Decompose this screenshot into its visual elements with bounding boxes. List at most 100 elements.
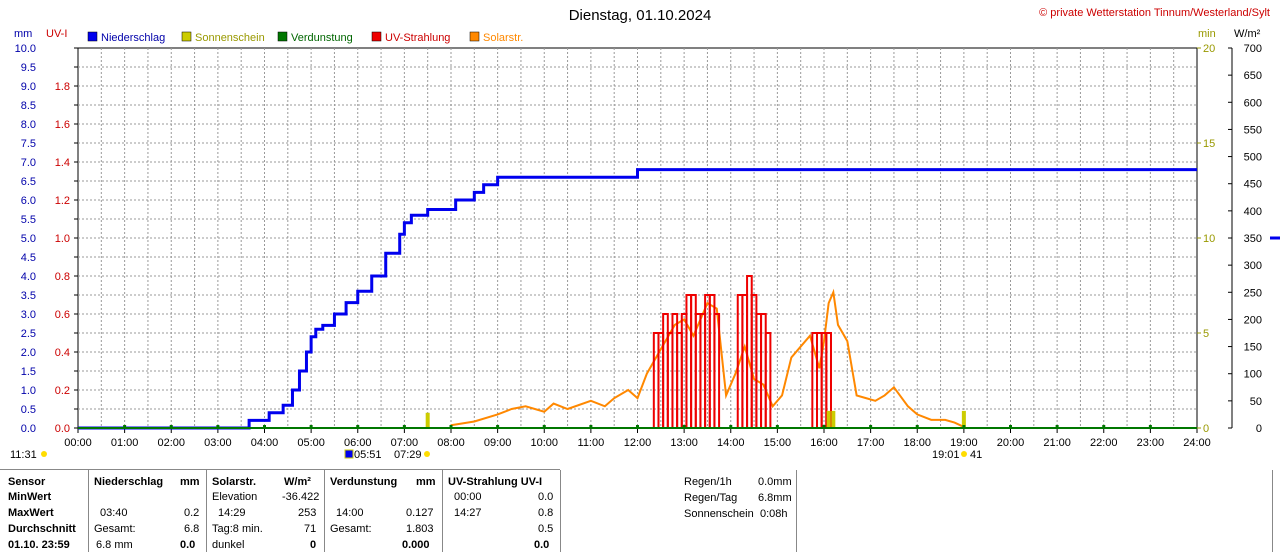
mm-tick-label: 5.0 — [21, 233, 36, 245]
verdunstung-head: Verdunstung — [330, 476, 398, 488]
wm2-tick-label: 0 — [1256, 423, 1262, 435]
wm2-tick-label: 600 — [1244, 97, 1262, 109]
verdunstung-marker — [1009, 425, 1012, 428]
ns-now-label: 6.8 mm — [96, 539, 133, 551]
solar-unit: W/m² — [284, 476, 311, 488]
uv-max-time: 14:27 — [454, 507, 482, 519]
legend-label: Verdunstung — [291, 32, 353, 44]
ns-sum-label: Gesamt: — [94, 523, 136, 535]
mm-tick-label: 5.5 — [21, 214, 36, 226]
uv-tick-label: 1.6 — [55, 119, 70, 131]
solar-max-time: 14:29 — [218, 507, 246, 519]
min-tick-label: 20 — [1203, 43, 1215, 55]
rain-icon — [344, 449, 354, 459]
uv-now-val: 0.0 — [534, 539, 550, 551]
mm-tick-label: 7.5 — [21, 138, 36, 150]
verdunstung-marker — [309, 425, 313, 428]
mm-tick-label: 0.5 — [21, 404, 36, 416]
uv-tick-label: 0.8 — [55, 271, 70, 283]
series-niederschlag — [78, 168, 1197, 430]
verdunstung-marker — [869, 425, 873, 428]
table-divider — [324, 470, 325, 552]
legend-swatch — [371, 31, 382, 42]
annotation: 19:01 — [932, 449, 960, 461]
mm-tick-label: 9.0 — [21, 81, 36, 93]
ns-sum-val: 6.8 — [184, 523, 200, 535]
verdunstung-marker — [729, 425, 733, 428]
x-tick-label: 07:00 — [391, 437, 419, 449]
verdunstung-marker — [1148, 425, 1152, 428]
ns-max-time: 03:40 — [100, 507, 128, 519]
uv-max-val: 0.8 — [538, 507, 554, 519]
mm-tick-label: 8.0 — [21, 119, 36, 131]
mm-tick-label: 2.5 — [21, 328, 36, 340]
uv-tick-label: 0.4 — [55, 347, 70, 359]
side-regentag-val: 6.8mm — [758, 492, 792, 504]
verdunstung-marker — [1055, 425, 1059, 428]
side-sonne-label: Sonnenschein — [684, 508, 754, 520]
mm-tick-label: 0.0 — [21, 423, 36, 435]
verdunstung-marker — [356, 425, 360, 428]
mm-tick-label: 8.5 — [21, 100, 36, 112]
table-divider — [442, 470, 443, 552]
wm2-tick-label: 500 — [1244, 152, 1262, 164]
uv-tick-label: 1.4 — [55, 157, 70, 169]
sensor-head: Sensor — [8, 476, 46, 488]
solar-now-val: 0 — [310, 539, 317, 551]
vd-max-time: 14:00 — [336, 507, 364, 519]
side-regen1h-val: 0.0mm — [758, 476, 792, 488]
mm-tick-label: 3.0 — [21, 309, 36, 321]
sun-icon — [424, 451, 430, 457]
mm-tick-label: 10.0 — [15, 43, 36, 55]
x-tick-label: 06:00 — [344, 437, 372, 449]
verdunstung-marker — [216, 425, 220, 428]
uv-head: UV-Strahlung UV-I — [448, 476, 543, 488]
uv-avg-val: 0.5 — [538, 523, 554, 535]
legend-label: UV-Strahlung — [385, 32, 450, 44]
wm2-axis-label: W/m² — [1234, 28, 1261, 40]
ns-now-val: 0.0 — [180, 539, 196, 551]
verdunstung-marker — [962, 425, 966, 428]
mm-tick-label: 1.0 — [21, 385, 36, 397]
x-tick-label: 24:00 — [1183, 437, 1211, 449]
vd-max-val: 0.127 — [406, 507, 434, 519]
verdunstung-marker — [1102, 425, 1106, 428]
legend-label: Solarstr. — [483, 32, 523, 44]
solar-min-label: Elevation — [212, 491, 258, 503]
legend-swatch — [277, 31, 288, 42]
solar-head: Solarstr. — [212, 476, 257, 488]
x-tick-label: 14:00 — [717, 437, 745, 449]
side-sonne-val: 0:08h — [760, 508, 788, 520]
row-label-avg: Durchschnitt — [8, 523, 76, 535]
chart-labels: 0.0 0.5 1.0 1.5 2.0 2.5 3.0 3.5 4.0 4.5 5.0 5.5 6.0 6… — [10, 28, 1262, 461]
uv-tick-label: 0.2 — [55, 385, 70, 397]
annotation: 41 — [970, 449, 982, 461]
x-tick-label: 18:00 — [903, 437, 931, 449]
uv-axis-label: UV-I — [46, 28, 67, 40]
sun-icon — [961, 451, 967, 457]
annotation: 07:29 — [394, 449, 422, 461]
ns-max-val: 0.2 — [184, 507, 200, 519]
x-tick-label: 20:00 — [997, 437, 1025, 449]
solar-max-val: 253 — [298, 507, 317, 519]
vd-sum-label: Gesamt: — [330, 523, 372, 535]
vd-now-val: 0.000 — [402, 539, 430, 551]
mm-tick-label: 4.0 — [21, 271, 36, 283]
wm2-tick-label: 150 — [1244, 342, 1262, 354]
uv-tick-label: 1.2 — [55, 195, 70, 207]
wm2-tick-label: 50 — [1250, 396, 1262, 408]
table-divider — [560, 470, 561, 552]
table-divider — [88, 470, 89, 552]
side-regentag-label: Regen/Tag — [684, 492, 738, 504]
legend-swatch — [469, 31, 480, 42]
mm-tick-label: 1.5 — [21, 366, 36, 378]
wm2-tick-label: 300 — [1244, 260, 1262, 272]
verdunstung-marker — [775, 425, 779, 428]
min-tick-label: 10 — [1203, 233, 1215, 245]
x-tick-label: 15:00 — [764, 437, 792, 449]
x-tick-label: 13:00 — [670, 437, 698, 449]
x-tick-label: 22:00 — [1090, 437, 1118, 449]
table-top-rule — [0, 469, 560, 470]
verdunstung-marker — [169, 425, 173, 428]
wm2-tick-label: 700 — [1244, 43, 1262, 55]
